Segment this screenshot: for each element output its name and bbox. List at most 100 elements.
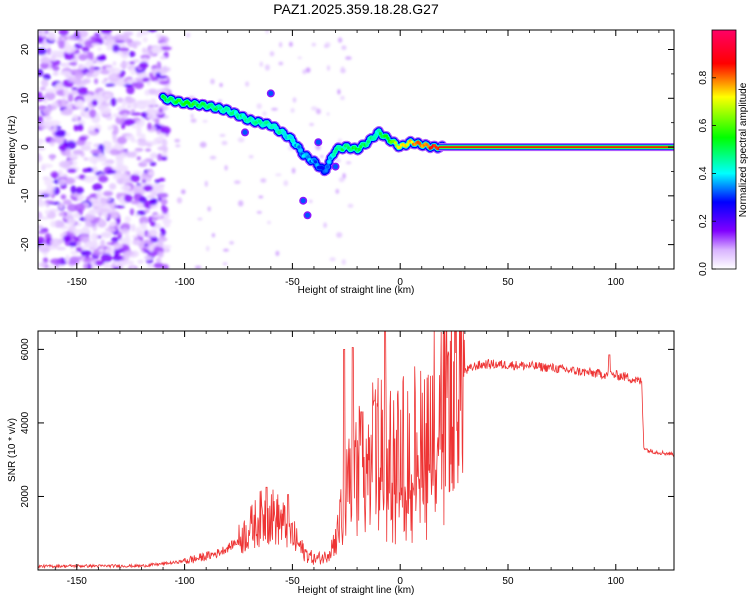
ridge-point [233, 110, 238, 115]
noise-blob [116, 158, 124, 166]
noise-blob [42, 107, 52, 115]
noise-blob [90, 208, 98, 213]
noise-blob [111, 213, 119, 219]
y-tick-label: 6000 [20, 338, 31, 361]
noise-blob [148, 72, 154, 78]
noise-blob [211, 233, 215, 238]
noise-blob [190, 113, 194, 118]
noise-blob [137, 141, 148, 147]
noise-blob [59, 70, 72, 76]
noise-blob [96, 55, 106, 62]
noise-blob [78, 174, 86, 180]
noise-blob [135, 100, 147, 104]
noise-blob [145, 148, 152, 152]
noise-blob [275, 173, 282, 177]
ridge-point [425, 143, 429, 147]
noise-blob [129, 61, 136, 65]
colorbar-gradient [711, 29, 737, 270]
noise-blob [336, 232, 343, 238]
noise-blob [132, 170, 142, 175]
noise-blob [151, 46, 163, 54]
noise-blob [185, 32, 191, 38]
noise-blob [42, 120, 54, 127]
noise-blob [258, 195, 264, 199]
noise-blob [199, 141, 207, 148]
noise-blob [41, 163, 53, 168]
ridge-point [374, 134, 378, 138]
noise-blob [40, 261, 47, 268]
noise-blob [80, 145, 92, 151]
noise-blob [44, 177, 54, 187]
noise-blob [157, 153, 163, 161]
noise-blob [141, 221, 147, 230]
noise-blob [100, 231, 112, 238]
noise-blob [62, 235, 72, 243]
noise-blob [126, 260, 135, 266]
x-tick-label: -50 [285, 277, 300, 288]
noise-blob [150, 204, 158, 209]
noise-blob [40, 193, 50, 198]
noise-blob [163, 221, 171, 228]
noise-blob [114, 33, 125, 43]
noise-blob [98, 218, 105, 225]
noise-blob [38, 91, 43, 97]
noise-blob [248, 155, 254, 159]
ridge-signal [158, 89, 674, 220]
x-tick-label: 50 [502, 576, 514, 587]
noise-blob [78, 136, 88, 141]
noise-blob [89, 109, 97, 118]
top-y-axis: -20 -10 0 10 20 [20, 44, 674, 270]
noise-blob [144, 89, 150, 96]
noise-blob [289, 41, 293, 47]
noise-blob [283, 180, 289, 187]
ridge-point [305, 212, 310, 218]
noise-blob [60, 194, 67, 200]
noise-blob [112, 113, 119, 118]
noise-blob [49, 50, 61, 55]
noise-blob [223, 248, 229, 252]
noise-blob [147, 252, 158, 257]
noise-blob [63, 87, 70, 97]
noise-blob [73, 212, 81, 219]
ridge-point [327, 160, 331, 164]
noise-blob [50, 238, 62, 247]
noise-blob [74, 82, 87, 86]
noise-blob [130, 67, 136, 76]
noise-blob [112, 44, 120, 53]
noise-blob [112, 255, 122, 262]
noise-blob [58, 212, 65, 217]
noise-blob [142, 77, 150, 83]
noise-blob [121, 172, 129, 180]
ridge-point [282, 131, 286, 135]
noise-blob [46, 185, 56, 192]
noise-blob [67, 218, 77, 226]
noise-blob [158, 192, 169, 199]
noise-blob [190, 118, 197, 123]
noise-blob [77, 197, 83, 202]
noise-blob [152, 214, 163, 218]
noise-blob [345, 56, 352, 60]
noise-blob [100, 197, 107, 203]
noise-blob [327, 65, 330, 71]
noise-blob [116, 177, 127, 185]
noise-blob [118, 260, 128, 266]
noise-blob [70, 185, 77, 194]
noise-blob [159, 46, 172, 51]
noise-blob [114, 40, 126, 44]
spectrogram-frame [37, 29, 675, 270]
noise-blob [126, 97, 136, 104]
noise-blob [275, 250, 280, 256]
x-tick-label: -150 [67, 277, 87, 288]
noise-blob [335, 188, 340, 194]
snr-frame [37, 330, 675, 571]
noise-blob [120, 184, 132, 192]
noise-blob [279, 42, 283, 48]
noise-blob [75, 246, 83, 253]
noise-blob [53, 220, 65, 228]
noise-blob [305, 67, 311, 73]
noise-blob [76, 38, 83, 42]
ridge-point [366, 140, 370, 144]
noise-blob [90, 65, 95, 74]
noise-blob [309, 199, 313, 203]
noise-blob [116, 78, 126, 87]
